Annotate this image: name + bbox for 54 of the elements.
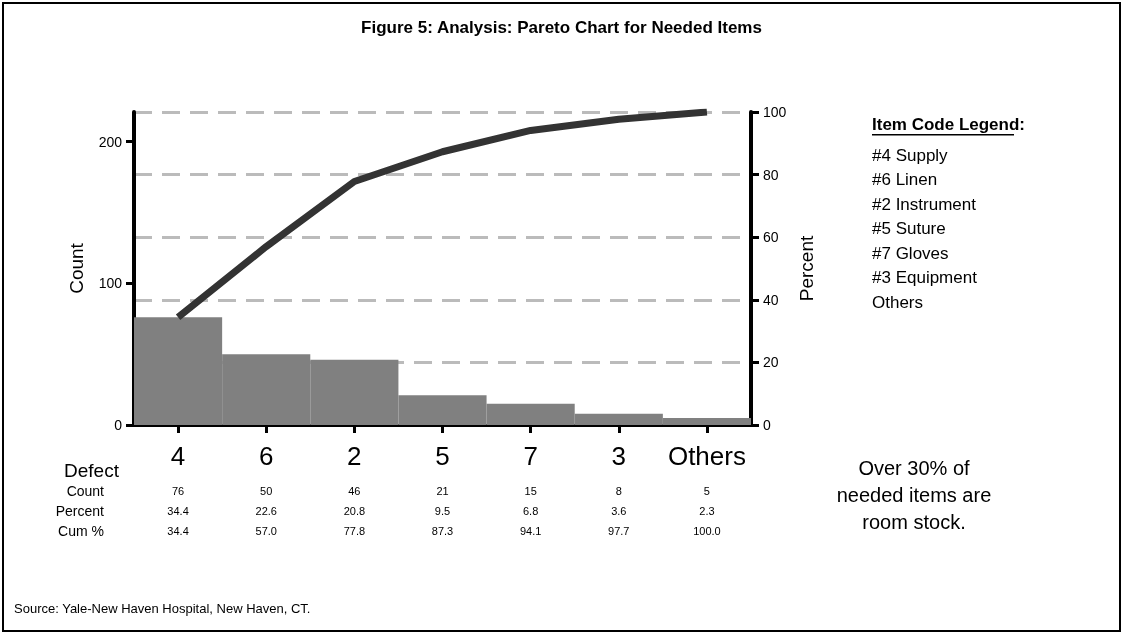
text: Others [872, 292, 924, 312]
y-tick-label: 100 [98, 275, 123, 292]
data-label: 100.0 [693, 525, 721, 537]
x-tick-label: 7 [523, 441, 538, 471]
x-tick-label: 2 [347, 441, 362, 471]
data-label: 5 [703, 485, 710, 497]
text: Over 30% of needed items are room stock. [836, 456, 992, 533]
text: 3.6 [611, 505, 627, 517]
text: 20.8 [343, 505, 366, 517]
text: #7 Gloves [872, 243, 949, 263]
y2-tick-label: 20 [763, 354, 779, 371]
x-tick-label: Others [667, 441, 746, 471]
text: Cum % [58, 523, 104, 539]
text: 6.8 [522, 505, 539, 517]
data-label: 77.8 [343, 525, 366, 537]
text: 34.4 [167, 505, 189, 517]
x-axis-title: Defect [64, 459, 120, 481]
data-label: 94.1 [519, 525, 542, 537]
chart-title: Figure 5: Analysis: Pareto Chart for Needed Items [361, 18, 762, 37]
text: #2 Instrument [872, 194, 977, 214]
x-tick-label: 4 [170, 441, 186, 471]
text: 2.3 [699, 505, 715, 517]
data-label: 87.3 [431, 525, 454, 537]
data-label: 50 [260, 485, 273, 497]
text: #3 Equipment [872, 268, 978, 287]
y2-tick-label: 40 [763, 291, 779, 308]
y2-tick-label: 80 [763, 166, 779, 183]
text: #5 Suture [872, 219, 946, 238]
x-tick-label: 6 [258, 441, 274, 471]
data-label: 8 [615, 485, 622, 497]
source-note: Source: Yale-New Haven Hospital, New Haven, CT. [14, 600, 311, 616]
y2-tick-label: 100 [763, 104, 787, 120]
text: #4 Supply [872, 145, 949, 165]
data-label: 97.7 [608, 525, 630, 537]
y2-tick-label: 60 [763, 229, 779, 246]
y-axis-title: Count [66, 242, 87, 294]
data-label: 46 [348, 485, 361, 497]
text: 9.5 [434, 505, 451, 517]
text: #6 Linen [872, 170, 938, 189]
data-label: 21 [436, 485, 449, 497]
data-label: 34.4 [167, 525, 189, 537]
data-label: 76 [171, 485, 185, 497]
text: Percent [55, 503, 105, 519]
y2-tick-label: 0 [763, 417, 771, 433]
data-label: 15 [524, 485, 537, 497]
x-tick-label: 3 [611, 441, 627, 471]
text: Item Code Legend: [872, 114, 1026, 134]
y2-axis-title: Percent [796, 235, 818, 302]
text: Count [66, 483, 105, 499]
text: 22.6 [255, 505, 277, 517]
x-tick-label: 5 [435, 441, 450, 471]
data-label: 57.0 [255, 525, 277, 537]
y-tick-label: 0 [114, 417, 123, 433]
y-tick-label: 200 [98, 133, 123, 150]
